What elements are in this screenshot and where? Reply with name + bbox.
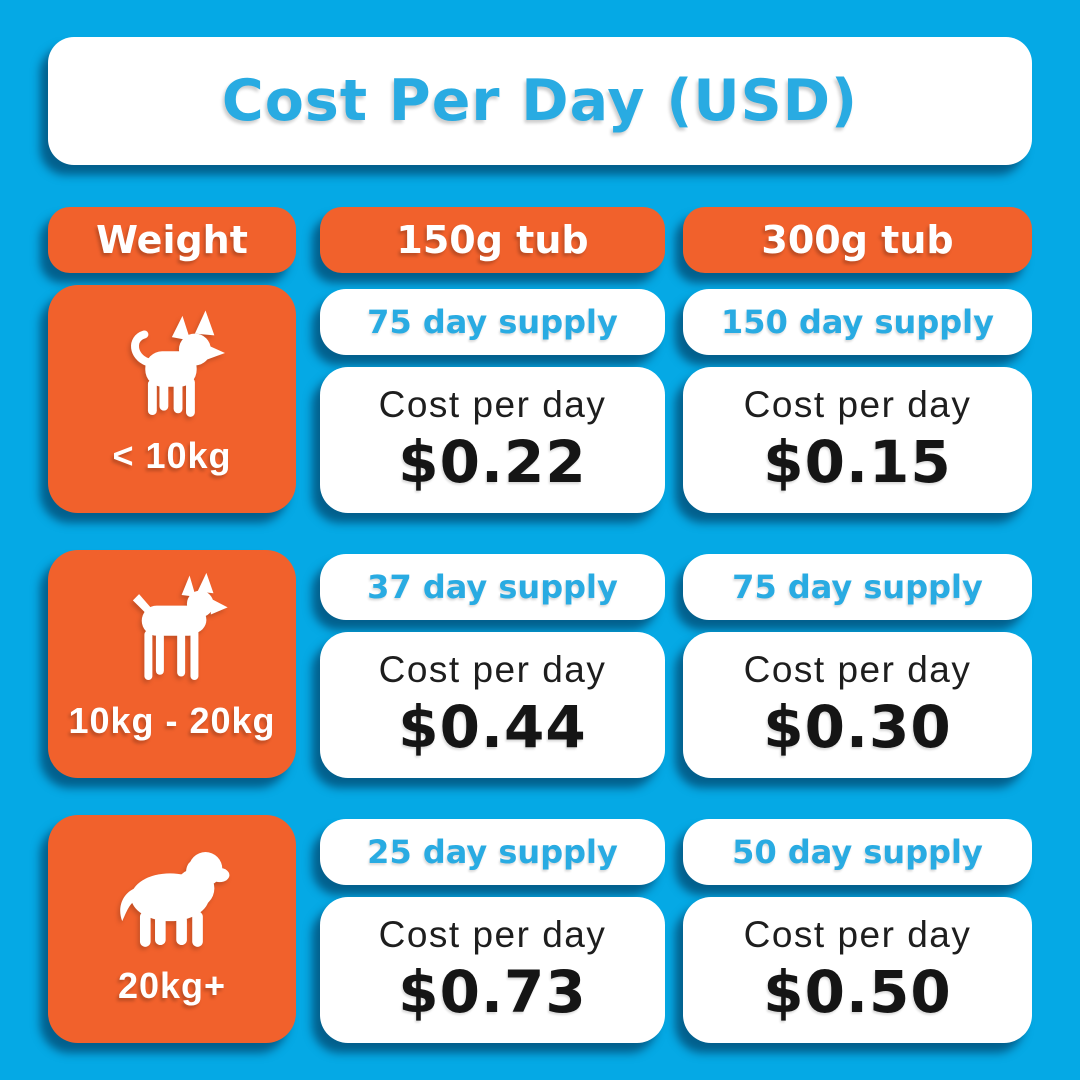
header-300g-tub-label: 300g tub (761, 218, 954, 262)
cost-value: $0.30 (763, 693, 952, 761)
supply-pill-r2-150g: 37 day supply (320, 554, 665, 620)
cost-per-day-label: Cost per day (378, 649, 607, 690)
large-dog-icon (101, 835, 243, 963)
weight-label: < 10kg (112, 435, 232, 476)
supply-label: 75 day supply (367, 303, 618, 341)
supply-pill-r1-300g: 150 day supply (683, 289, 1032, 355)
cost-per-day-label: Cost per day (743, 914, 972, 955)
supply-label: 25 day supply (367, 833, 618, 871)
weight-card-20kg-plus: 20kg+ (48, 815, 296, 1043)
cost-value: $0.15 (763, 428, 952, 496)
cost-card-r1-300g: Cost per day $0.15 (683, 367, 1032, 513)
cost-card-r3-300g: Cost per day $0.50 (683, 897, 1032, 1043)
supply-pill-r3-150g: 25 day supply (320, 819, 665, 885)
weight-label: 20kg+ (117, 965, 227, 1006)
weight-card-under-10kg: < 10kg (48, 285, 296, 513)
header-150g-tub-label: 150g tub (396, 218, 589, 262)
cost-per-day-label: Cost per day (743, 649, 972, 690)
supply-label: 37 day supply (367, 568, 618, 606)
weight-card-10-20kg: 10kg - 20kg (48, 550, 296, 778)
cost-per-day-label: Cost per day (743, 384, 972, 425)
supply-label: 75 day supply (732, 568, 983, 606)
supply-pill-r1-150g: 75 day supply (320, 289, 665, 355)
header-weight: Weight (48, 207, 296, 273)
cost-per-day-label: Cost per day (378, 384, 607, 425)
title-card: Cost Per Day (USD) (48, 37, 1032, 165)
page-title: Cost Per Day (USD) (221, 68, 859, 134)
header-300g-tub: 300g tub (683, 207, 1032, 273)
header-150g-tub: 150g tub (320, 207, 665, 273)
weight-label: 10kg - 20kg (68, 700, 276, 741)
cost-per-day-label: Cost per day (378, 914, 607, 955)
cost-value: $0.50 (763, 958, 952, 1026)
medium-dog-icon (101, 570, 243, 698)
small-dog-icon (101, 305, 243, 433)
header-weight-label: Weight (96, 218, 248, 262)
cost-value: $0.44 (398, 693, 587, 761)
cost-value: $0.73 (398, 958, 587, 1026)
supply-pill-r2-300g: 75 day supply (683, 554, 1032, 620)
supply-label: 150 day supply (721, 303, 994, 341)
cost-card-r2-300g: Cost per day $0.30 (683, 632, 1032, 778)
cost-value: $0.22 (398, 428, 587, 496)
cost-card-r3-150g: Cost per day $0.73 (320, 897, 665, 1043)
supply-pill-r3-300g: 50 day supply (683, 819, 1032, 885)
supply-label: 50 day supply (732, 833, 983, 871)
cost-card-r2-150g: Cost per day $0.44 (320, 632, 665, 778)
cost-card-r1-150g: Cost per day $0.22 (320, 367, 665, 513)
